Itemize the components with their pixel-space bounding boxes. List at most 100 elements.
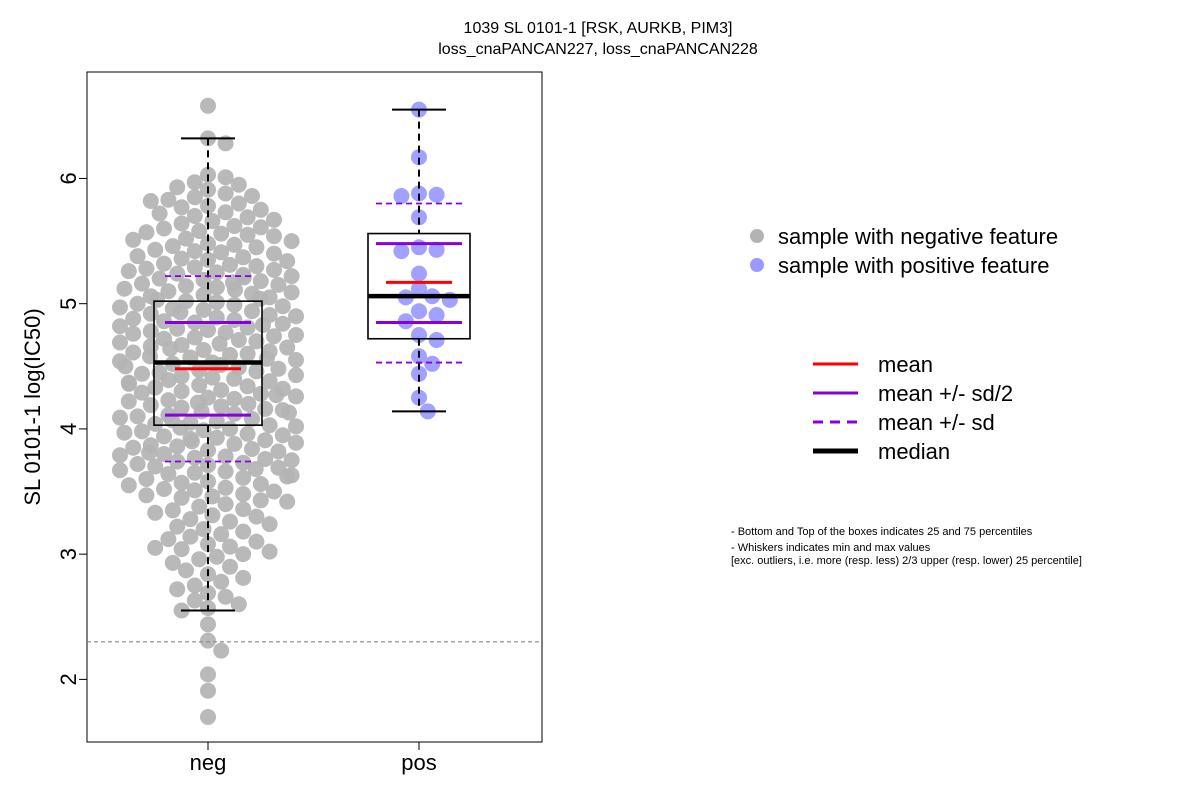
legend-pos-label: sample with positive feature (778, 253, 1049, 278)
data-point-neg (266, 228, 282, 244)
data-point-neg (240, 209, 256, 225)
data-point-pos (424, 356, 440, 372)
data-point-neg (178, 278, 194, 294)
data-point-neg (174, 541, 190, 557)
note-line: - Bottom and Top of the boxes indicates … (731, 526, 1033, 538)
chart-title: 1039 SL 0101-1 [RSK, AURKB, PIM3] (464, 20, 733, 37)
data-point-neg (134, 423, 150, 439)
data-point-neg (200, 666, 216, 682)
legend-pos-marker (750, 258, 764, 272)
data-point-neg (218, 204, 234, 220)
data-point-neg (143, 397, 159, 413)
data-point-neg (279, 469, 295, 485)
data-point-neg (218, 464, 234, 480)
data-point-neg (174, 199, 190, 215)
data-point-pos (411, 266, 427, 282)
data-point-neg (288, 367, 304, 383)
y-tick-label: 2 (56, 673, 81, 685)
data-point-neg (213, 643, 229, 659)
data-point-neg (130, 408, 146, 424)
data-point-pos (393, 188, 409, 204)
data-point-neg (235, 546, 251, 562)
data-point-neg (160, 466, 176, 482)
data-point-neg (174, 251, 190, 267)
data-point-neg (275, 298, 291, 314)
data-point-pos (429, 332, 445, 348)
y-tick-label: 3 (56, 548, 81, 560)
data-point-neg (160, 531, 176, 547)
data-point-neg (288, 435, 304, 451)
data-point-neg (235, 570, 251, 586)
data-point-neg (121, 477, 137, 493)
y-tick-label: 6 (56, 172, 81, 184)
data-point-neg (222, 421, 238, 437)
x-tick-label-neg: neg (190, 750, 227, 775)
data-point-neg (191, 551, 207, 567)
data-point-neg (235, 470, 251, 486)
y-tick-label: 5 (56, 298, 81, 310)
data-point-neg (218, 496, 234, 512)
data-point-neg (244, 303, 260, 319)
data-point-neg (253, 386, 269, 402)
data-point-neg (174, 383, 190, 399)
data-point-pos (429, 187, 445, 203)
data-point-neg (284, 284, 300, 300)
data-point-neg (268, 387, 284, 403)
data-point-neg (172, 304, 188, 320)
y-tick-label: 4 (56, 423, 81, 435)
data-point-neg (112, 447, 128, 463)
data-point-neg (117, 358, 133, 374)
legend-half-sd-label: mean +/- sd/2 (878, 381, 1013, 406)
data-point-neg (138, 471, 154, 487)
data-point-neg (200, 683, 216, 699)
data-point-neg (147, 540, 163, 556)
data-point-neg (231, 332, 247, 348)
data-point-neg (235, 486, 251, 502)
data-point-neg (125, 345, 141, 361)
data-point-neg (112, 410, 128, 426)
data-point-neg (281, 405, 297, 421)
y-axis-label: SL 0101-1 log(IC50) (20, 308, 45, 505)
data-point-neg (279, 253, 295, 269)
data-point-neg (156, 256, 172, 272)
data-point-neg (130, 456, 146, 472)
data-point-neg (125, 232, 141, 248)
data-point-neg (147, 242, 163, 258)
data-point-neg (161, 372, 177, 388)
data-point-neg (240, 346, 256, 362)
x-tick-label-pos: pos (401, 750, 436, 775)
data-point-neg (121, 393, 137, 409)
data-point-neg (178, 562, 194, 578)
data-point-neg (165, 502, 181, 518)
data-point-neg (226, 371, 242, 387)
data-point-neg (174, 216, 190, 232)
legend-neg-marker (750, 229, 764, 243)
data-point-neg (187, 189, 203, 205)
data-point-neg (116, 281, 132, 297)
data-point-neg (248, 534, 264, 550)
data-point-neg (262, 516, 278, 532)
data-point-neg (121, 263, 137, 279)
data-point-neg (149, 292, 165, 308)
data-point-neg (235, 524, 251, 540)
data-point-neg (138, 261, 154, 277)
data-point-neg (200, 98, 216, 114)
data-point-neg (147, 505, 163, 521)
data-point-neg (222, 559, 238, 575)
data-point-neg (288, 388, 304, 404)
data-point-neg (134, 366, 150, 382)
data-point-neg (288, 352, 304, 368)
data-point-neg (248, 239, 264, 255)
data-point-neg (248, 258, 264, 274)
legend: sample with negative feature sample with… (750, 224, 1058, 464)
data-point-neg (152, 206, 168, 222)
data-point-neg (156, 481, 172, 497)
data-point-neg (209, 549, 225, 565)
legend-sd-label: mean +/- sd (878, 410, 995, 435)
data-point-neg (200, 709, 216, 725)
data-point-neg (213, 226, 229, 242)
data-point-neg (288, 418, 304, 434)
data-point-neg (156, 221, 172, 237)
data-point-neg (244, 441, 260, 457)
